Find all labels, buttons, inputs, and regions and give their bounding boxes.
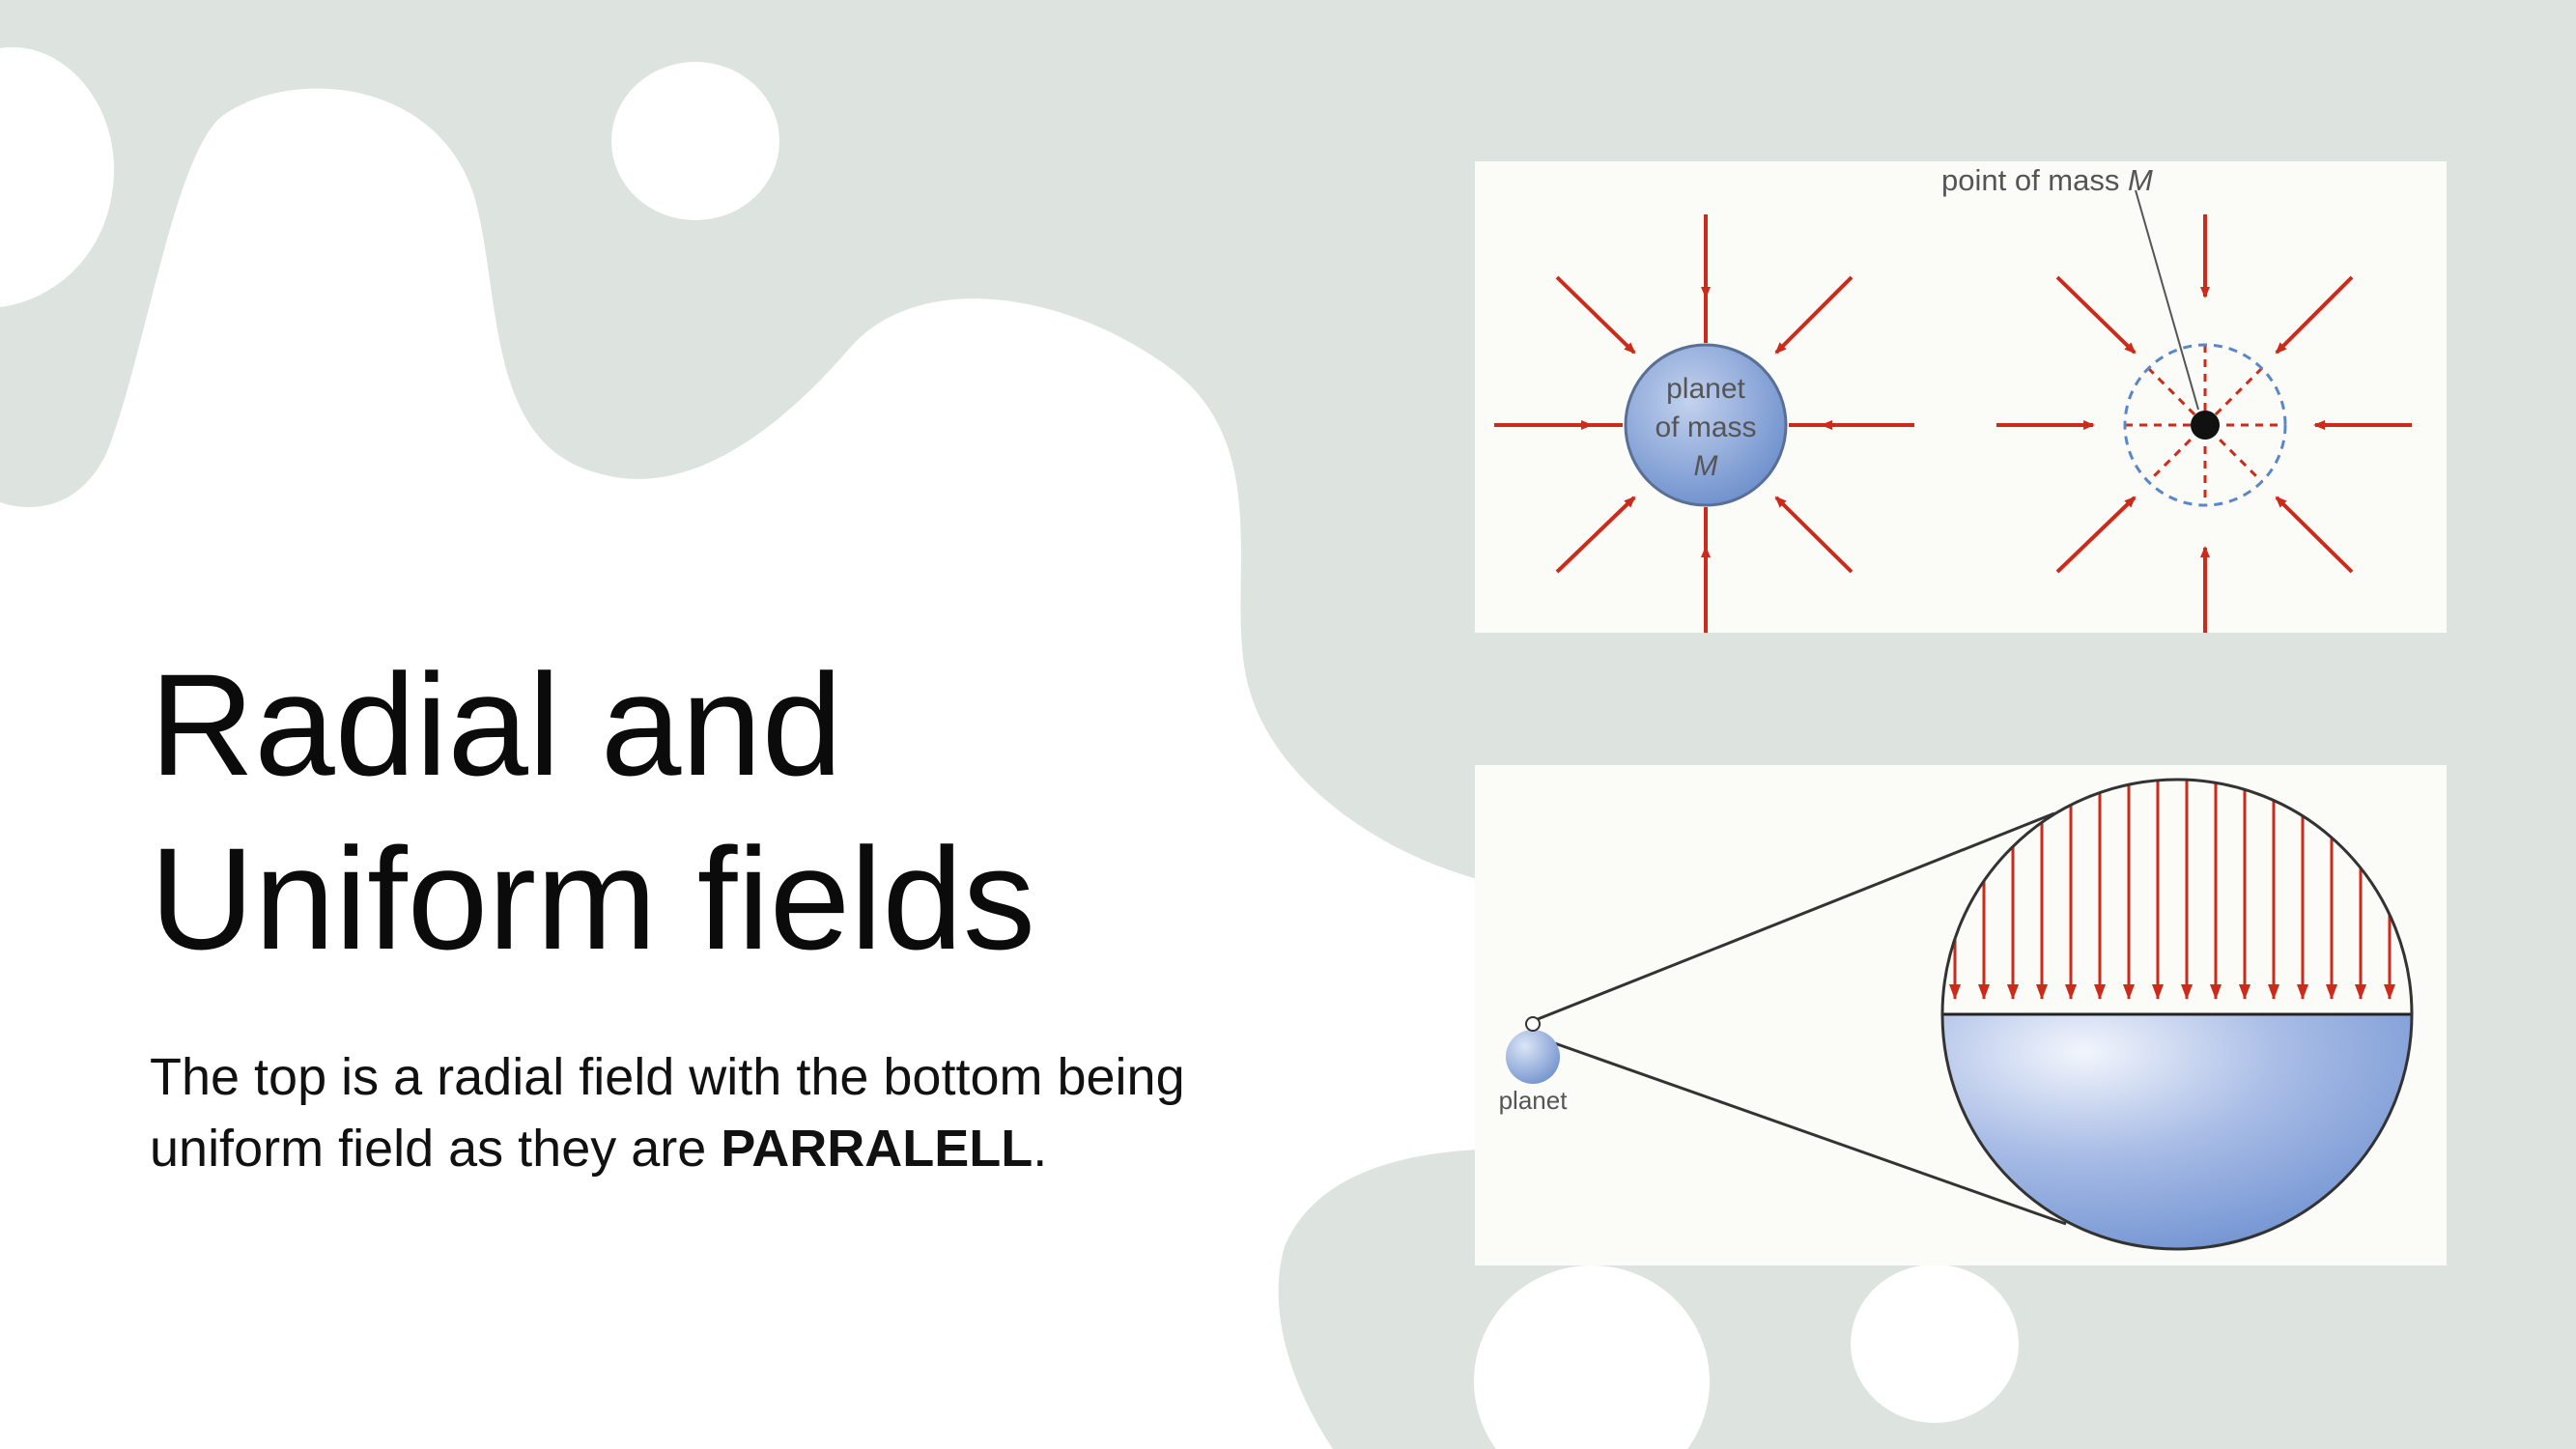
point-mass-pointer	[2135, 189, 2199, 411]
uniform-field-svg: planet	[1499, 778, 2414, 1251]
body-text-main: The top is a radial field with the botto…	[150, 1048, 1185, 1178]
small-planet-label: planet	[1499, 1086, 1569, 1115]
small-planet-marker	[1525, 1016, 1541, 1032]
planet-label-line2: of mass	[1655, 412, 1756, 443]
planet-label-symbol: M	[1694, 450, 1718, 482]
title-line-1: Radial and	[150, 643, 843, 806]
white-blob	[0, 88, 1478, 1449]
magnified-region	[1942, 780, 2412, 1249]
white-circle-bottom-right	[1851, 1264, 2019, 1423]
white-circle-top	[611, 62, 779, 220]
sight-line-top	[1532, 811, 2055, 1023]
magnifier-circle	[1940, 778, 2414, 1251]
point-mass-label-symbol: M	[2128, 163, 2153, 197]
radial-field-diagram: planet of mass M	[1475, 161, 2447, 633]
point-mass-dashed-circle	[2123, 343, 2287, 507]
point-mass-dot	[2191, 411, 2220, 440]
uniform-field-diagram: planet	[1475, 765, 2447, 1265]
radial-field-svg: planet of mass M	[1494, 163, 2412, 633]
point-mass-field-lines	[1996, 214, 2412, 633]
planet-label-line1: planet	[1666, 373, 1745, 405]
planet-field-lines	[1494, 214, 1914, 633]
white-circle-bottom-left	[1474, 1265, 1710, 1449]
white-blob-corner	[0, 46, 115, 308]
sight-line-bottom	[1532, 1034, 2067, 1226]
small-planet	[1506, 1030, 1560, 1084]
uniform-field-arrows	[1949, 780, 2395, 1000]
body-text-bold: PARRALELL	[721, 1120, 1033, 1178]
body-text: The top is a radial field with the botto…	[150, 1041, 1270, 1184]
planet-circle	[1624, 343, 1788, 507]
slide-title: Radial and Uniform fields	[150, 638, 1035, 985]
body-text-end: .	[1033, 1120, 1048, 1178]
title-line-2: Uniform fields	[150, 817, 1035, 980]
planet-surface	[1942, 1014, 2412, 1249]
point-mass-label-text: point of mass	[1941, 163, 2128, 197]
point-mass-label: point of mass M	[1941, 163, 2153, 197]
